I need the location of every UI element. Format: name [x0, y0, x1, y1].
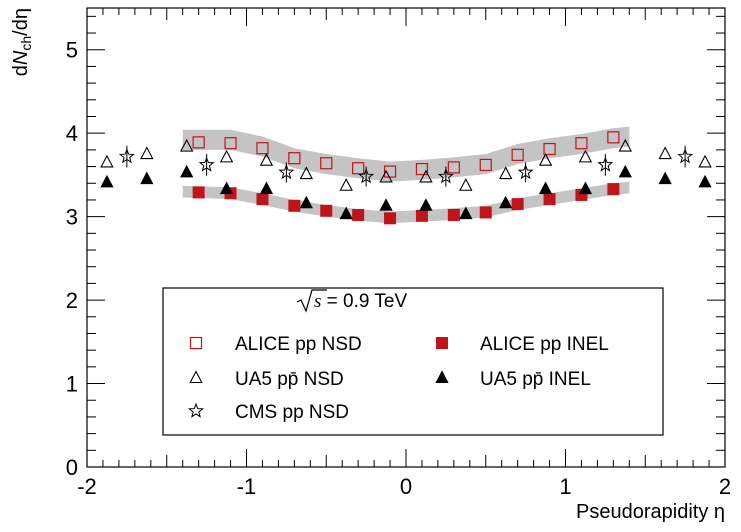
data-point-open-triangle [538, 153, 553, 166]
legend-marker-open-star [187, 402, 205, 418]
legend-marker-filled-square [436, 337, 448, 349]
data-point-open-star [198, 156, 215, 172]
data-point-filled-triangle [499, 195, 513, 209]
legend-label: ALICE pp INEL [480, 334, 609, 355]
data-point-filled-square [479, 206, 492, 219]
data-point-filled-triangle [658, 171, 672, 185]
data-point-filled-triangle [259, 181, 274, 195]
legend-label: ALICE pp NSD [235, 334, 362, 355]
data-point-filled-triangle [618, 164, 632, 178]
data-point-filled-square [256, 193, 269, 206]
data-point-open-square [607, 131, 620, 144]
data-point-filled-triangle [379, 198, 393, 211]
data-point-open-square [256, 142, 269, 155]
x-tick-label: 1 [559, 474, 571, 499]
data-point-filled-triangle [698, 174, 712, 188]
data-point-open-triangle [578, 149, 593, 163]
data-point-open-star [118, 148, 135, 164]
data-point-filled-triangle [578, 181, 593, 195]
data-point-open-star [597, 156, 614, 172]
data-point-open-triangle [179, 138, 194, 152]
data-point-filled-triangle [339, 206, 353, 220]
data-point-filled-square [288, 199, 301, 212]
data-point-filled-square [543, 193, 556, 206]
legend: s = 0.9 TeV ALICE pp NSD ALICE pp INEL UA5 … [162, 287, 664, 436]
data-point-open-square [447, 161, 460, 174]
y-tick-label: 2 [66, 288, 78, 313]
data-point-filled-square [607, 183, 620, 196]
legend-marker-open-triangle [189, 370, 203, 384]
y-tick-label: 5 [66, 38, 78, 63]
band-series-0 [182, 126, 630, 182]
data-point-open-star [358, 168, 375, 184]
data-point-filled-square [320, 204, 333, 217]
data-point-open-triangle [259, 153, 274, 166]
data-point-open-square [543, 142, 556, 156]
data-point-open-triangle [498, 166, 513, 180]
data-point-open-square [415, 162, 429, 176]
data-point-open-square [288, 152, 301, 165]
x-tick-label: 0 [400, 474, 412, 499]
data-point-open-triangle [219, 149, 234, 163]
legend-marker-open-square [189, 336, 203, 350]
data-point-filled-square [384, 212, 397, 225]
data-point-open-star [677, 148, 694, 164]
data-point-filled-triangle [299, 195, 313, 209]
legend-box [162, 287, 664, 436]
systematic-bands [182, 126, 630, 224]
data-point-filled-triangle [538, 181, 553, 195]
data-point-open-square [511, 148, 524, 161]
data-point-open-triangle [100, 154, 114, 168]
y-tick-label: 1 [66, 372, 78, 397]
data-point-open-square [575, 137, 588, 150]
data-point-open-triangle [140, 146, 154, 160]
data-point-open-square [383, 165, 397, 178]
y-tick-label: 4 [66, 121, 78, 146]
data-point-filled-square [511, 198, 524, 211]
legend-marker-filled-triangle [435, 370, 449, 383]
data-point-open-star [437, 168, 454, 184]
data-point-filled-triangle [219, 181, 234, 195]
data-point-open-triangle [419, 169, 433, 183]
data-point-open-star [517, 163, 534, 180]
data-point-open-square [320, 157, 333, 170]
data-point-filled-square [352, 208, 365, 221]
data-point-open-triangle [299, 166, 314, 180]
data-point-filled-triangle [419, 198, 433, 211]
data-point-filled-triangle [140, 171, 154, 185]
x-tick-label: 2 [719, 474, 731, 499]
data-points [100, 131, 712, 225]
data-point-filled-square [192, 186, 205, 199]
x-tick-label: -1 [237, 474, 257, 499]
data-point-open-triangle [658, 146, 672, 160]
data-point-open-triangle [618, 138, 633, 152]
data-point-open-triangle [339, 178, 353, 191]
y-axis-title: dNch/dη [10, 8, 34, 76]
legend-label: CMS pp NSD [235, 402, 349, 423]
data-point-open-triangle [379, 169, 393, 183]
data-point-open-square [352, 162, 365, 175]
data-point-open-square [192, 136, 205, 149]
y-tick-label: 0 [66, 455, 78, 480]
data-point-open-square [479, 158, 492, 171]
data-point-filled-triangle [459, 206, 473, 220]
x-tick-label: -2 [77, 474, 97, 499]
data-point-filled-triangle [100, 174, 114, 188]
data-point-open-square [224, 137, 237, 150]
band-series-1 [182, 181, 630, 224]
data-point-open-star [278, 163, 295, 180]
sqrt-sign [296, 289, 327, 313]
legend-label: UA5 pp̄ INEL [480, 369, 591, 390]
data-point-open-triangle [698, 154, 712, 168]
data-point-open-triangle [459, 178, 473, 191]
data-point-filled-triangle [180, 164, 194, 178]
legend-label: UA5 pp̄ NSD [235, 369, 344, 390]
energy-label: s = 0.9 TeV [314, 291, 407, 312]
data-point-filled-square [415, 209, 428, 222]
axis-ticks: -2 -1 0 1 2 0 1 2 3 4 5 dNch/dη [10, 8, 731, 499]
x-axis-title: Pseudorapidity η [576, 501, 725, 523]
data-point-filled-square [447, 208, 460, 221]
y-tick-label: 3 [66, 205, 78, 230]
